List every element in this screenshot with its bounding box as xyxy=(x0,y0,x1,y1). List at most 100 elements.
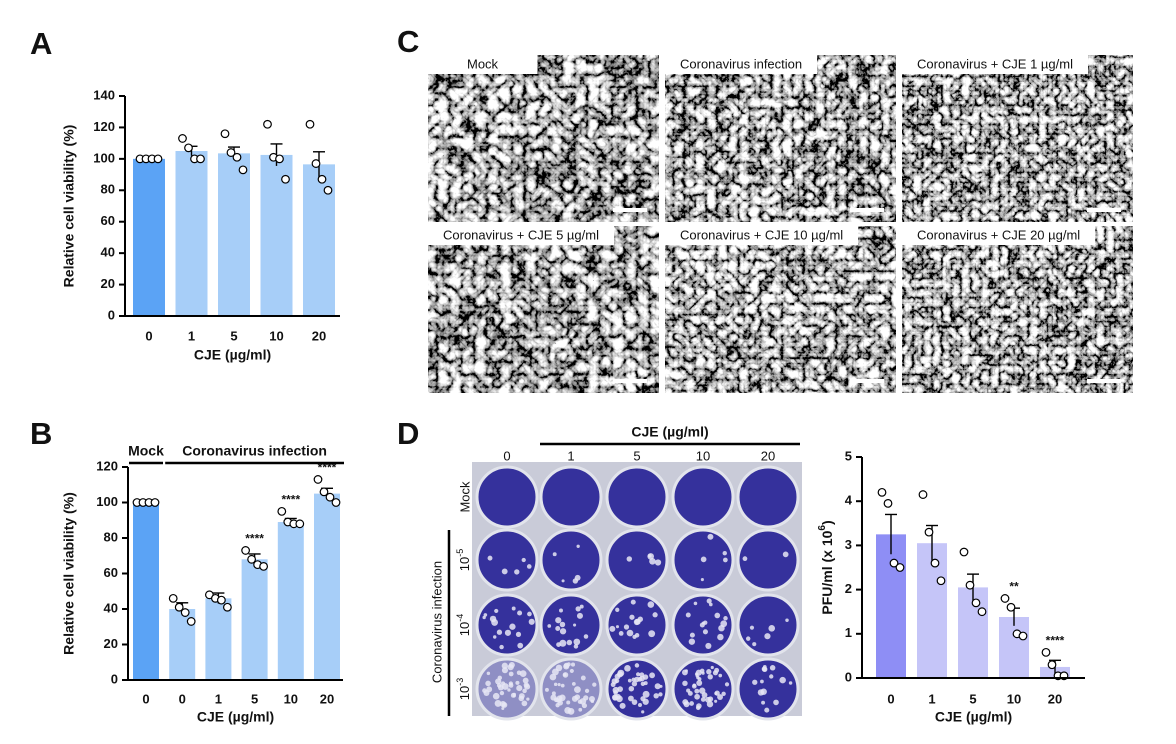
x-tick-label: 5 xyxy=(230,328,237,343)
plaque xyxy=(509,623,516,630)
plaque xyxy=(618,631,624,636)
plaque xyxy=(571,682,576,686)
plaque xyxy=(522,688,527,694)
plaque xyxy=(487,555,493,561)
x-axis-label: CJE (µg/ml) xyxy=(197,709,274,725)
micrograph-label: Coronavirus + CJE 1 µg/ml xyxy=(917,56,1073,71)
plaque xyxy=(518,693,525,699)
row-label: 10-4 xyxy=(455,614,472,636)
y-tick-label: 40 xyxy=(101,245,115,260)
plaque xyxy=(700,556,707,563)
plaque xyxy=(785,618,789,623)
column-label: 10 xyxy=(696,448,710,463)
data-point xyxy=(311,159,321,168)
row-label-exponent: -4 xyxy=(455,614,465,622)
y-axis-label: Relative cell viability (%) xyxy=(61,125,77,288)
row-group-label: Coronavirus infection xyxy=(429,561,444,683)
plaque xyxy=(561,579,565,583)
bar xyxy=(876,534,906,678)
bar xyxy=(314,493,340,680)
row-label: 10-5 xyxy=(455,549,472,571)
plaque xyxy=(560,683,565,688)
data-point xyxy=(331,498,341,507)
plaque xyxy=(580,675,586,681)
well xyxy=(539,528,603,592)
plaque xyxy=(712,670,718,676)
y-tick-label: 120 xyxy=(93,119,115,134)
plaque xyxy=(699,668,705,674)
x-tick-label: 0 xyxy=(887,691,894,706)
y-axis-label: PFU/ml (x 106) xyxy=(817,520,835,614)
x-tick-label: 1 xyxy=(215,691,222,706)
bar xyxy=(133,502,159,680)
plaque xyxy=(652,612,658,618)
plaque xyxy=(494,608,499,614)
label-box xyxy=(428,55,538,74)
y-tick-label: 0 xyxy=(111,671,118,686)
plaque xyxy=(710,665,714,670)
data-point xyxy=(918,490,928,499)
plaque xyxy=(559,608,563,613)
row-label-exponent: -5 xyxy=(455,549,465,557)
plaque xyxy=(566,639,573,646)
plaque xyxy=(648,630,656,638)
bar xyxy=(218,153,250,316)
x-tick-label: 1 xyxy=(188,328,195,343)
plaque xyxy=(615,625,619,629)
plaque xyxy=(723,557,728,563)
x-tick-label: 10 xyxy=(269,328,283,343)
plaque xyxy=(579,604,584,609)
well xyxy=(539,593,603,657)
bar xyxy=(205,598,232,680)
well xyxy=(671,465,735,529)
y-tick-label: 0 xyxy=(845,669,852,684)
data-point xyxy=(275,154,284,164)
plaque xyxy=(613,690,618,695)
plaque xyxy=(584,688,590,693)
plaque xyxy=(653,693,659,699)
data-point xyxy=(168,593,178,603)
plaque xyxy=(570,662,576,667)
data-point xyxy=(150,498,160,507)
plaque xyxy=(501,662,508,669)
micrograph xyxy=(902,226,1133,393)
plaque xyxy=(724,682,730,687)
data-point xyxy=(965,580,975,590)
data-point xyxy=(180,608,190,617)
plaque xyxy=(501,568,508,575)
plaque xyxy=(629,614,635,620)
plaque xyxy=(555,617,562,624)
plaque xyxy=(752,642,757,647)
row-label-base: 10 xyxy=(457,622,472,636)
plaque xyxy=(508,671,514,677)
plaque xyxy=(588,696,595,703)
plaque xyxy=(626,556,633,562)
data-point xyxy=(1006,602,1016,612)
plaque xyxy=(511,606,516,611)
plaque xyxy=(640,696,646,702)
data-point xyxy=(936,576,946,586)
plaque xyxy=(575,606,581,612)
data-point xyxy=(977,607,987,617)
data-point xyxy=(220,129,230,139)
plaque xyxy=(522,677,529,684)
data-point xyxy=(216,595,226,605)
plaque xyxy=(654,559,662,566)
plaque xyxy=(517,642,524,649)
plaque xyxy=(578,707,583,712)
plaque xyxy=(768,625,776,632)
y-tick-label: 80 xyxy=(104,529,118,544)
y-tick-label: 5 xyxy=(845,448,852,463)
data-point xyxy=(930,558,940,568)
y-tick-label: 60 xyxy=(101,213,115,228)
plaque xyxy=(685,612,691,618)
data-point xyxy=(317,174,327,184)
plaque xyxy=(649,672,656,679)
plaque xyxy=(615,607,620,612)
plaque xyxy=(624,665,631,672)
plaque xyxy=(555,703,560,708)
plaque xyxy=(521,557,526,563)
plaque xyxy=(528,618,535,625)
row-label-base: 10 xyxy=(457,686,472,700)
